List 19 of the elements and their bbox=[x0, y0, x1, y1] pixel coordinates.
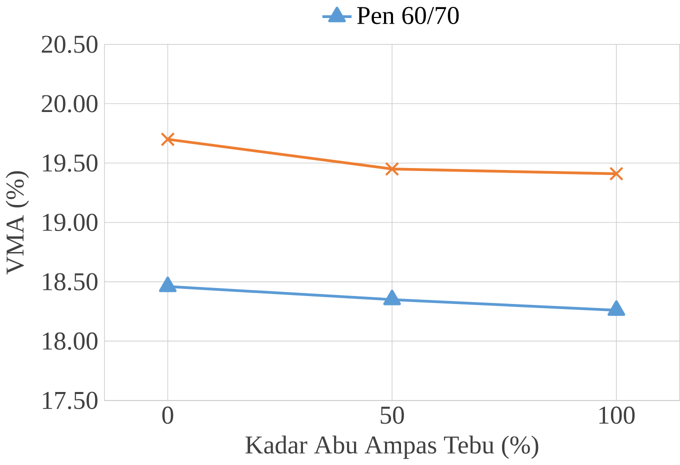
point bbox=[160, 132, 175, 147]
x-tick-label: 0 bbox=[162, 406, 174, 424]
x-tick-label: 50 bbox=[380, 406, 404, 424]
y-tick-label: 18.00 bbox=[42, 332, 98, 350]
y-tick-label: 17.50 bbox=[42, 392, 98, 410]
point bbox=[158, 276, 177, 292]
point bbox=[608, 300, 626, 316]
point bbox=[609, 166, 624, 182]
point bbox=[384, 162, 400, 176]
point bbox=[383, 290, 401, 306]
y-tick-label: 18.50 bbox=[42, 273, 98, 291]
y-axis-title: VMA (%) bbox=[6, 171, 29, 275]
x-axis-title: Kadar Abu Ampas Tebu (%) bbox=[246, 436, 538, 460]
y-tick-label: 20.50 bbox=[42, 36, 98, 54]
legend-label: Pen 60/70 bbox=[357, 7, 459, 24]
x-tick-label: 100 bbox=[599, 406, 635, 424]
y-tick-label: 19.00 bbox=[42, 214, 98, 232]
y-tick-label: 20.00 bbox=[42, 95, 98, 113]
y-tick-label: 19.50 bbox=[42, 154, 98, 172]
